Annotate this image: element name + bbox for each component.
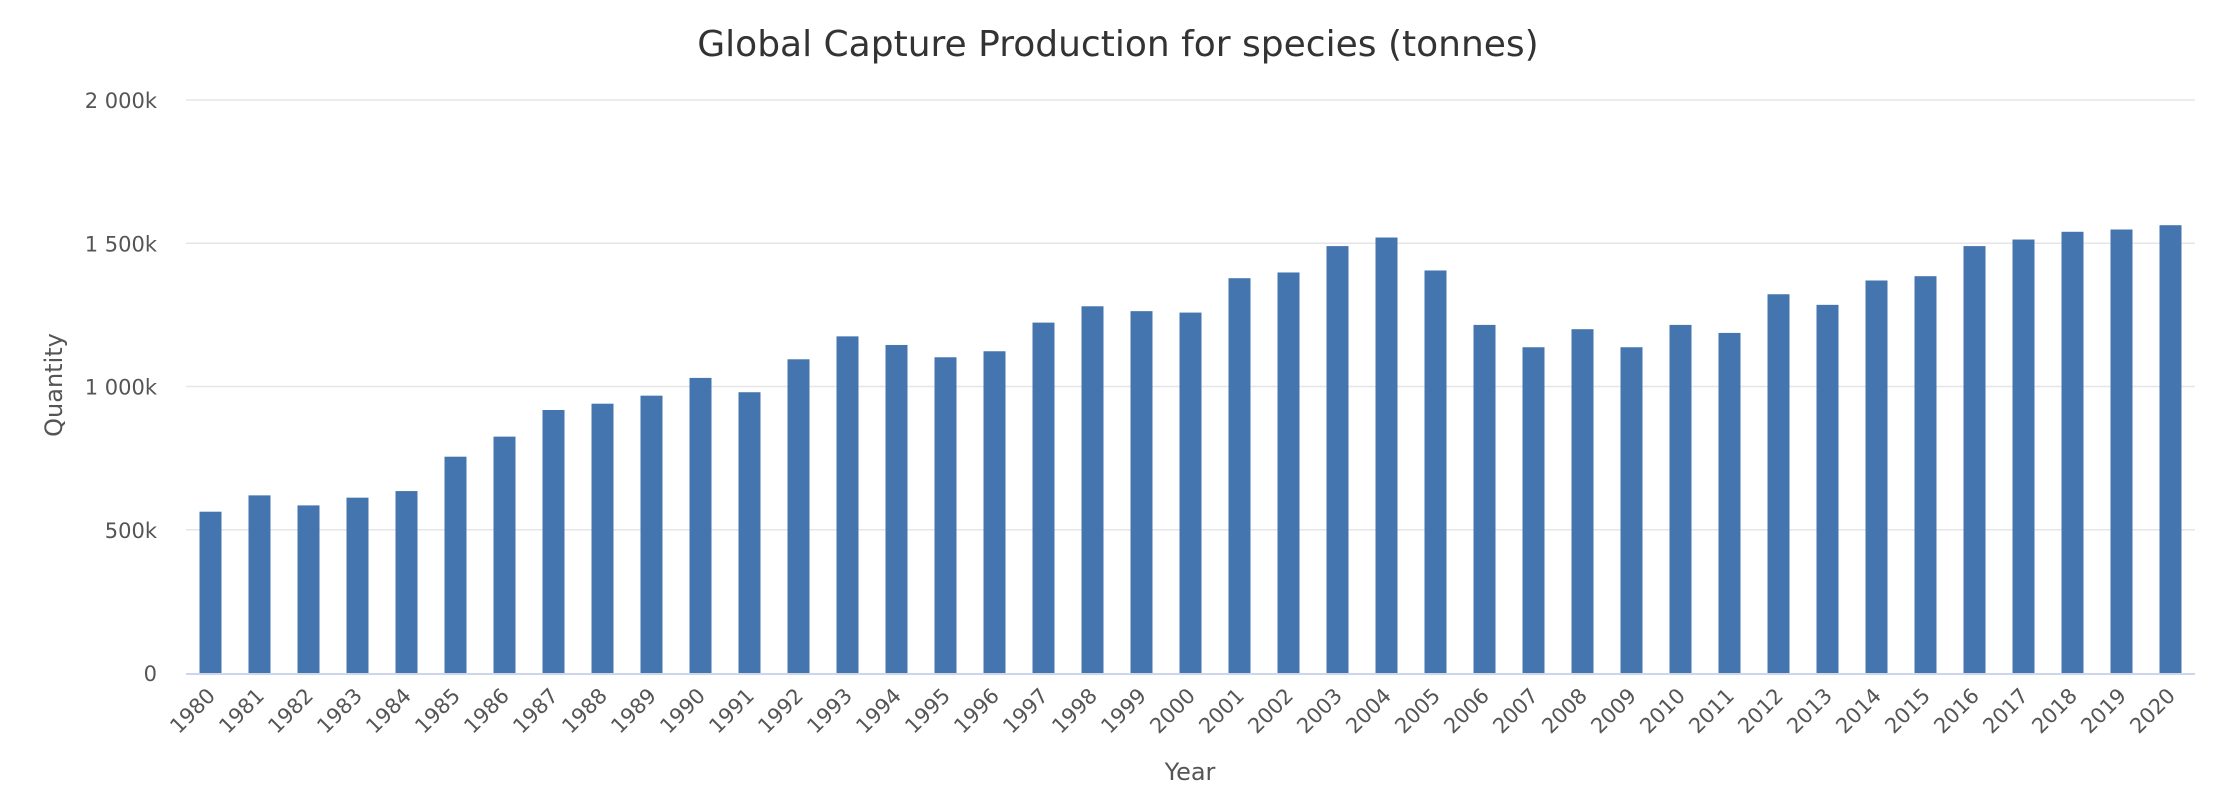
bar-2016[interactable] bbox=[1963, 246, 1986, 674]
x-tick-label: 2006 bbox=[1439, 684, 1494, 739]
x-tick-label: 2001 bbox=[1194, 684, 1249, 739]
x-tick-label: 2002 bbox=[1243, 684, 1298, 739]
y-tick-label: 500k bbox=[105, 519, 158, 543]
x-tick-label: 2005 bbox=[1390, 684, 1445, 739]
x-tick-label: 1992 bbox=[753, 684, 808, 739]
x-tick-label: 2009 bbox=[1586, 684, 1641, 739]
bar-2001[interactable] bbox=[1228, 278, 1251, 673]
x-tick-label: 2013 bbox=[1782, 684, 1837, 739]
bar-2013[interactable] bbox=[1816, 304, 1839, 673]
y-tick-label: 1 000k bbox=[85, 376, 158, 400]
y-tick-label: 0 bbox=[144, 662, 157, 686]
x-tick-label: 2016 bbox=[1929, 684, 1984, 739]
x-tick-label: 2017 bbox=[1978, 684, 2033, 739]
bar-2003[interactable] bbox=[1326, 246, 1349, 674]
x-tick-label: 1995 bbox=[900, 684, 955, 739]
bar-1984[interactable] bbox=[395, 491, 418, 673]
x-tick-label: 1999 bbox=[1096, 684, 1151, 739]
bar-2008[interactable] bbox=[1571, 329, 1594, 673]
x-tick-label: 1997 bbox=[998, 684, 1053, 739]
bar-2011[interactable] bbox=[1718, 332, 1741, 673]
bar-1998[interactable] bbox=[1081, 306, 1104, 673]
x-tick-label: 1983 bbox=[312, 684, 367, 739]
x-tick-label: 2012 bbox=[1733, 684, 1788, 739]
chart-title: Global Capture Production for species (t… bbox=[697, 24, 1538, 65]
bar-2007[interactable] bbox=[1522, 347, 1545, 673]
bar-1990[interactable] bbox=[689, 377, 712, 673]
x-tick-label: 1993 bbox=[802, 684, 857, 739]
bar-2017[interactable] bbox=[2012, 239, 2035, 673]
bar-1988[interactable] bbox=[591, 403, 614, 673]
x-axis-tick-labels: 1980198119821983198419851986198719881989… bbox=[165, 684, 2180, 739]
x-tick-label: 1981 bbox=[214, 684, 269, 739]
x-tick-label: 2014 bbox=[1831, 684, 1886, 739]
x-axis-title: Year bbox=[1164, 758, 1216, 786]
x-tick-label: 2010 bbox=[1635, 684, 1690, 739]
bar-1999[interactable] bbox=[1130, 311, 1153, 673]
bar-1983[interactable] bbox=[346, 497, 369, 673]
bar-1986[interactable] bbox=[493, 436, 516, 673]
bar-1991[interactable] bbox=[738, 392, 761, 673]
bar-2015[interactable] bbox=[1914, 276, 1937, 673]
bar-2012[interactable] bbox=[1767, 294, 1790, 673]
bar-2014[interactable] bbox=[1865, 280, 1888, 673]
y-tick-label: 2 000k bbox=[85, 89, 158, 113]
x-tick-label: 2018 bbox=[2027, 684, 2082, 739]
x-tick-label: 1991 bbox=[704, 684, 759, 739]
x-tick-label: 2011 bbox=[1684, 684, 1739, 739]
bar-2019[interactable] bbox=[2110, 229, 2133, 674]
x-tick-label: 2003 bbox=[1292, 684, 1347, 739]
bar-1985[interactable] bbox=[444, 456, 467, 673]
x-tick-label: 1989 bbox=[606, 684, 661, 739]
x-tick-label: 1998 bbox=[1047, 684, 1102, 739]
x-tick-label: 2004 bbox=[1341, 684, 1396, 739]
bar-1982[interactable] bbox=[297, 505, 320, 673]
x-tick-label: 2020 bbox=[2125, 684, 2180, 739]
bar-2020[interactable] bbox=[2159, 225, 2182, 673]
x-tick-label: 1984 bbox=[361, 684, 416, 739]
x-tick-label: 1990 bbox=[655, 684, 710, 739]
bar-2002[interactable] bbox=[1277, 272, 1300, 673]
x-tick-label: 1985 bbox=[410, 684, 465, 739]
x-tick-label: 1982 bbox=[263, 684, 318, 739]
x-tick-label: 1988 bbox=[557, 684, 612, 739]
bar-1995[interactable] bbox=[934, 357, 957, 673]
x-tick-label: 1986 bbox=[459, 684, 514, 739]
x-tick-label: 2007 bbox=[1488, 684, 1543, 739]
bar-1987[interactable] bbox=[542, 409, 565, 673]
bar-1997[interactable] bbox=[1032, 322, 1055, 673]
bar-1996[interactable] bbox=[983, 351, 1006, 673]
x-tick-label: 1994 bbox=[851, 684, 906, 739]
y-tick-label: 1 500k bbox=[85, 232, 158, 256]
bar-2009[interactable] bbox=[1620, 347, 1643, 673]
bar-2010[interactable] bbox=[1669, 324, 1692, 673]
bar-2018[interactable] bbox=[2061, 231, 2084, 674]
bar-1980[interactable] bbox=[199, 511, 222, 673]
bar-2005[interactable] bbox=[1424, 270, 1447, 673]
bars bbox=[199, 225, 2182, 674]
bar-1981[interactable] bbox=[248, 495, 271, 673]
bar-1994[interactable] bbox=[885, 344, 908, 673]
x-tick-label: 2000 bbox=[1145, 684, 1200, 739]
y-axis-title: Quantity bbox=[40, 333, 68, 437]
bar-1993[interactable] bbox=[836, 336, 859, 673]
x-tick-label: 2008 bbox=[1537, 684, 1592, 739]
bar-1989[interactable] bbox=[640, 395, 663, 673]
x-tick-label: 1996 bbox=[949, 684, 1004, 739]
y-axis-tick-labels: 0 500k 1 000k 1 500k 2 000k bbox=[85, 89, 158, 686]
bar-2004[interactable] bbox=[1375, 237, 1398, 673]
bar-2000[interactable] bbox=[1179, 312, 1202, 673]
x-tick-label: 2019 bbox=[2076, 684, 2131, 739]
x-tick-label: 2015 bbox=[1880, 684, 1935, 739]
x-tick-label: 1987 bbox=[508, 684, 563, 739]
x-tick-label: 1980 bbox=[165, 684, 220, 739]
bar-1992[interactable] bbox=[787, 359, 810, 673]
bar-2006[interactable] bbox=[1473, 324, 1496, 673]
